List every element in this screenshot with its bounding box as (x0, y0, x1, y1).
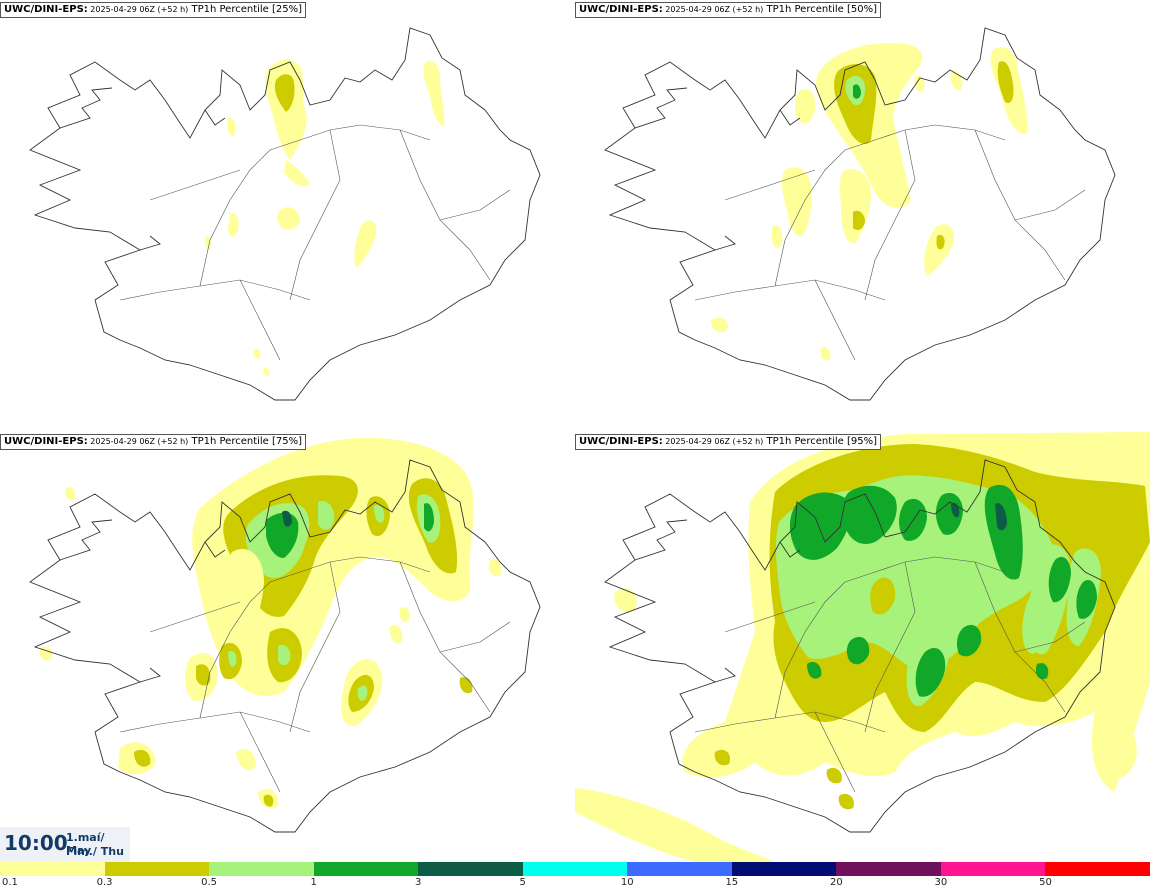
legend-swatch (627, 862, 732, 876)
legend-tick-label: 15 (725, 877, 739, 888)
map-panel-p95: UWC/DINI-EPS: 2025-04-29 06Z (+52 h) TP1… (575, 432, 1150, 862)
legend-swatch (0, 862, 105, 876)
legend-swatch (522, 862, 628, 876)
legend-tick-label: 1 (310, 877, 317, 888)
legend-tick-label: 0.5 (201, 877, 218, 888)
roads-and-borders (694, 124, 1086, 361)
map-panel-p50: UWC/DINI-EPS: 2025-04-29 06Z (+52 h) TP1… (575, 0, 1150, 430)
iceland-coastline (604, 27, 1116, 401)
panel-title: UWC/DINI-EPS: 2025-04-29 06Z (+52 h) TP1… (0, 2, 307, 18)
panel-title: UWC/DINI-EPS: 2025-04-29 06Z (+52 h) TP1… (575, 2, 882, 18)
legend-tick-label: 5 (519, 877, 526, 888)
valid-date-line2: Fim./ Thu (66, 845, 124, 858)
legend-tick-label: 0.3 (96, 877, 113, 888)
precip-field (711, 43, 1028, 361)
precip-field (205, 59, 445, 376)
precip-map (29, 437, 541, 833)
legend-swatch (836, 862, 941, 876)
precip-map (575, 432, 1150, 862)
legend-swatch (1045, 862, 1150, 876)
precip-field (39, 437, 502, 809)
legend-swatch (209, 862, 314, 876)
iceland-coastline (29, 459, 541, 833)
roads-and-borders (694, 556, 1086, 793)
panel-title: UWC/DINI-EPS: 2025-04-29 06Z (+52 h) TP1… (575, 434, 882, 450)
legend-tick-label: 3 (414, 877, 422, 888)
precip-field (575, 432, 1150, 862)
map-panel-p75: UWC/DINI-EPS: 2025-04-29 06Z (+52 h) TP1… (0, 432, 575, 862)
legend-color-bar (0, 862, 1150, 876)
legend-swatch (104, 862, 210, 876)
panel-title: UWC/DINI-EPS: 2025-04-29 06Z (+52 h) TP1… (0, 434, 307, 450)
legend-tick-label: 30 (934, 877, 948, 888)
precip-map (604, 27, 1116, 401)
legend-tick-label: 50 (1039, 877, 1052, 888)
valid-time-box: 10:00 1.maí/ May Fim./ Thu (0, 827, 130, 862)
iceland-coastline (604, 459, 1116, 833)
precip-map (29, 27, 541, 401)
legend-tick-label: 10 (620, 877, 634, 888)
map-panel-p25: UWC/DINI-EPS: 2025-04-29 06Z (+52 h) TP1… (0, 0, 575, 430)
precip-color-legend: 0.1 0.3 0.5 1 3 5 10 15 20 30 50 (0, 862, 1150, 891)
legend-swatch (418, 862, 523, 876)
roads-and-borders (119, 556, 511, 793)
legend-tick-label: 20 (829, 877, 843, 888)
valid-time-clock: 10:00 (4, 831, 68, 855)
legend-tick-label: 0.1 (2, 877, 18, 888)
legend-swatch (940, 862, 1046, 876)
valid-date-line1: 1.maí/ May (66, 831, 105, 857)
roads-and-borders (119, 124, 511, 361)
legend-swatch (731, 862, 837, 876)
iceland-coastline (29, 27, 541, 401)
legend-swatch (313, 862, 419, 876)
